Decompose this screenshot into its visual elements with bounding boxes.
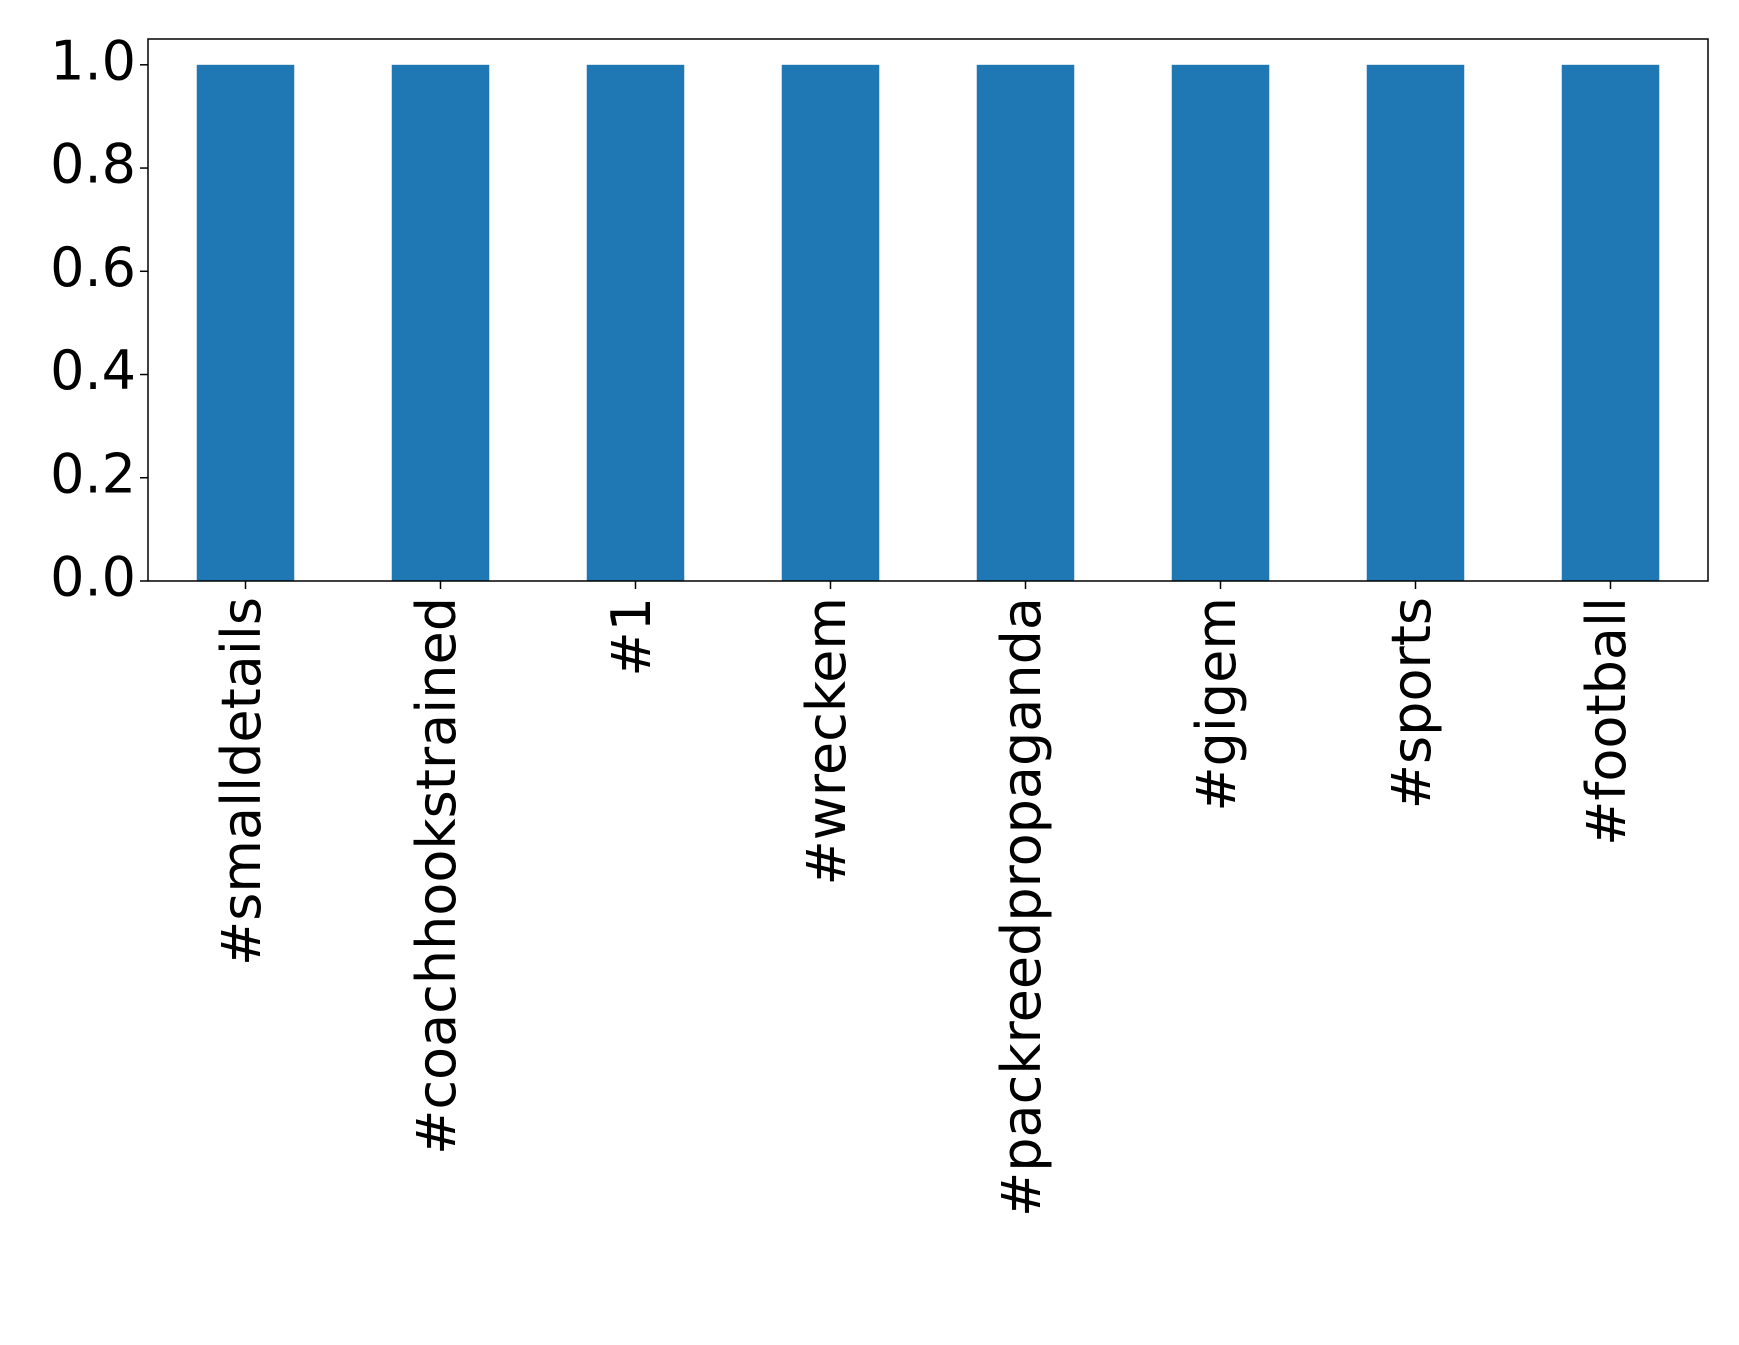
x-tick-label: #packreedpropaganda [990, 597, 1053, 1217]
y-tick-label: 0.2 [50, 442, 136, 505]
x-tick-label: #1 [600, 597, 663, 677]
y-tick-label: 0.4 [50, 339, 136, 402]
x-tick-label: #sports [1380, 597, 1443, 809]
bar [976, 64, 1075, 582]
bar [1366, 64, 1465, 582]
y-tick-label: 0.8 [50, 133, 136, 196]
y-tick-label: 0.0 [50, 546, 136, 609]
axes-frame [147, 38, 1709, 582]
x-tick-label: #coachhookstrained [405, 597, 468, 1155]
bar [196, 64, 295, 582]
bar [586, 64, 685, 582]
bar [391, 64, 490, 582]
x-tick-label: #wreckem [795, 597, 858, 886]
x-tick-label: #football [1575, 597, 1638, 846]
bar [1171, 64, 1270, 582]
y-tick-label: 1.0 [50, 29, 136, 92]
bar [1561, 64, 1660, 582]
y-tick-label: 0.6 [50, 236, 136, 299]
x-tick-label: #gigem [1185, 597, 1248, 812]
bar [781, 64, 880, 582]
x-tick-label: #smalldetails [210, 597, 273, 966]
